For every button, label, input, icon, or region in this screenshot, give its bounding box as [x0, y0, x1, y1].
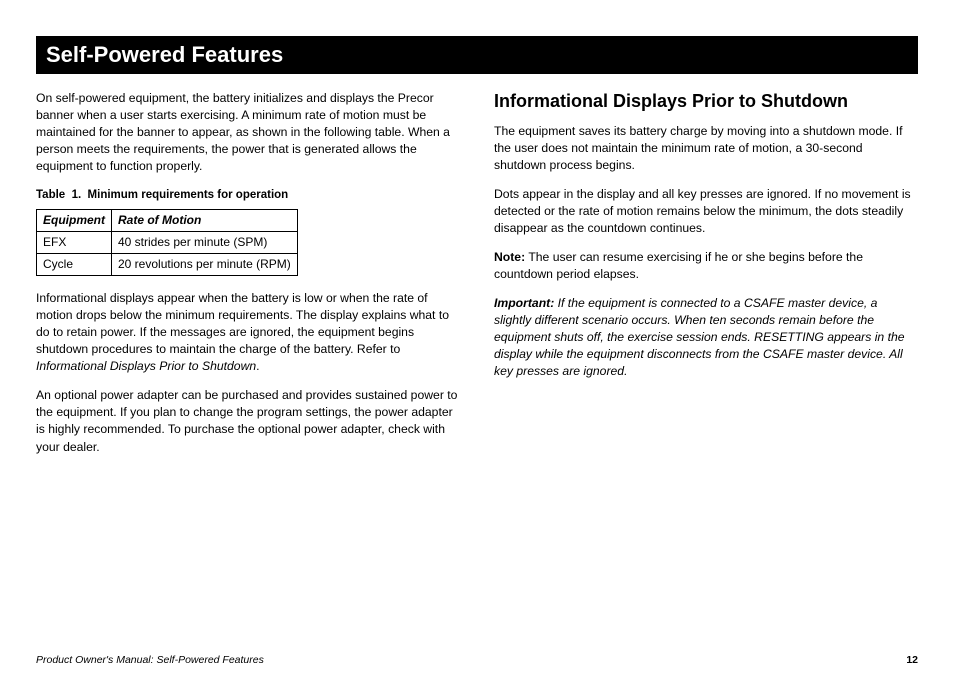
info-displays-paragraph: Informational displays appear when the b…: [36, 290, 460, 375]
left-column: On self-powered equipment, the battery i…: [36, 90, 460, 468]
table-row: Cycle 20 revolutions per minute (RPM): [37, 254, 298, 276]
td-equipment: Cycle: [37, 254, 112, 276]
dots-paragraph: Dots appear in the display and all key p…: [494, 186, 918, 237]
requirements-table: Equipment Rate of Motion EFX 40 strides …: [36, 209, 298, 275]
subheading: Informational Displays Prior to Shutdown: [494, 90, 918, 113]
two-column-layout: On self-powered equipment, the battery i…: [36, 90, 918, 468]
td-rate: 20 revolutions per minute (RPM): [112, 254, 298, 276]
intro-paragraph: On self-powered equipment, the battery i…: [36, 90, 460, 175]
page-footer: Product Owner's Manual: Self-Powered Fea…: [36, 654, 918, 666]
important-label: Important:: [494, 296, 554, 310]
page: Self-Powered Features On self-powered eq…: [0, 0, 954, 694]
td-equipment: EFX: [37, 232, 112, 254]
section-title: Self-Powered Features: [36, 36, 918, 74]
th-equipment: Equipment: [37, 210, 112, 232]
text: .: [256, 359, 259, 373]
important-text: If the equipment is connected to a CSAFE…: [494, 296, 905, 378]
cross-reference: Informational Displays Prior to Shutdown: [36, 359, 256, 373]
td-rate: 40 strides per minute (SPM): [112, 232, 298, 254]
table-caption: Table 1. Minimum requirements for operat…: [36, 187, 460, 203]
important-paragraph: Important: If the equipment is connected…: [494, 295, 918, 380]
table-header-row: Equipment Rate of Motion: [37, 210, 298, 232]
note-paragraph: Note: The user can resume exercising if …: [494, 249, 918, 283]
note-label: Note:: [494, 250, 525, 264]
note-text: The user can resume exercising if he or …: [494, 250, 863, 281]
th-rate: Rate of Motion: [112, 210, 298, 232]
right-column: Informational Displays Prior to Shutdown…: [494, 90, 918, 468]
text: Informational displays appear when the b…: [36, 291, 449, 356]
footer-title: Product Owner's Manual: Self-Powered Fea…: [36, 654, 264, 666]
power-adapter-paragraph: An optional power adapter can be purchas…: [36, 387, 460, 455]
shutdown-paragraph: The equipment saves its battery charge b…: [494, 123, 918, 174]
page-number: 12: [906, 654, 918, 666]
table-row: EFX 40 strides per minute (SPM): [37, 232, 298, 254]
